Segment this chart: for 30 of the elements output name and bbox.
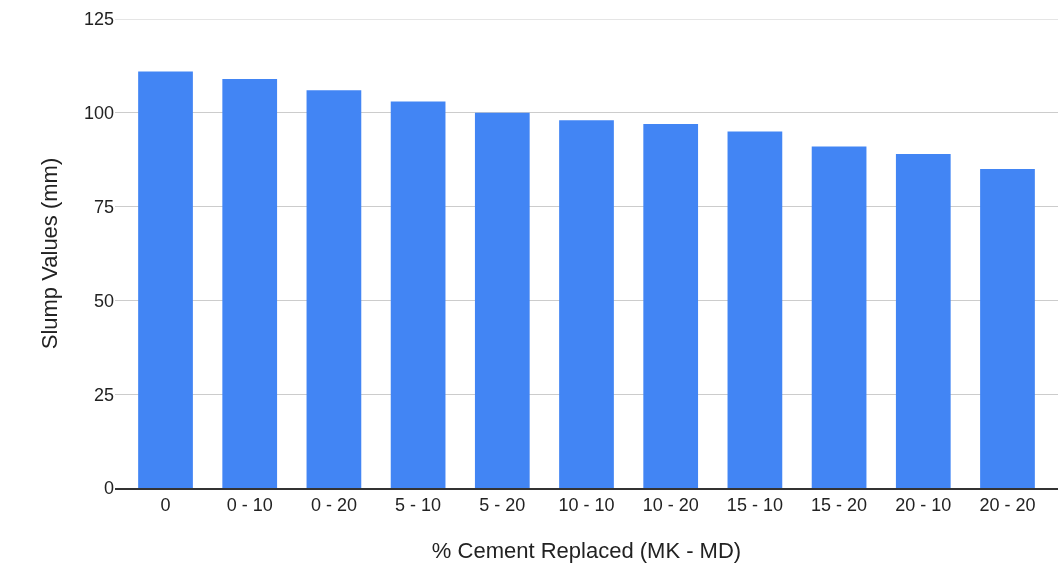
x-tick-label: 5 - 10 [395, 495, 442, 516]
x-tick-label: 20 - 10 [895, 495, 952, 516]
bar [222, 79, 278, 488]
y-axis-title: Slump Values (mm) [36, 157, 62, 350]
bar [895, 154, 951, 488]
y-tick-label: 75 [93, 196, 114, 217]
x-tick-label: 15 - 20 [811, 495, 868, 516]
x-axis-title: % Cement Replaced (MK - MD) [431, 537, 742, 563]
y-tick-label: 0 [103, 478, 114, 499]
bar [980, 169, 1035, 488]
bar [559, 120, 614, 488]
bar [643, 124, 699, 488]
x-tick-label: 0 - 20 [310, 495, 357, 516]
x-tick-label: 0 - 10 [226, 495, 273, 516]
x-tick-label: 15 - 10 [726, 495, 783, 516]
x-tick-label: 5 - 20 [479, 495, 526, 516]
x-tick-label: 10 - 20 [642, 495, 699, 516]
y-tick-label: 100 [83, 103, 114, 124]
y-tick-label: 25 [93, 384, 114, 405]
y-tick-label: 125 [83, 9, 114, 30]
x-tick-label: 0 [160, 495, 171, 516]
bar [138, 71, 193, 488]
x-tick-label: 20 - 20 [979, 495, 1036, 516]
bar [474, 112, 530, 488]
bar [306, 90, 362, 488]
bar [390, 101, 446, 488]
bar [811, 146, 867, 488]
bar [727, 131, 783, 488]
y-tick-label: 50 [93, 290, 114, 311]
x-tick-label: 10 - 10 [558, 495, 615, 516]
